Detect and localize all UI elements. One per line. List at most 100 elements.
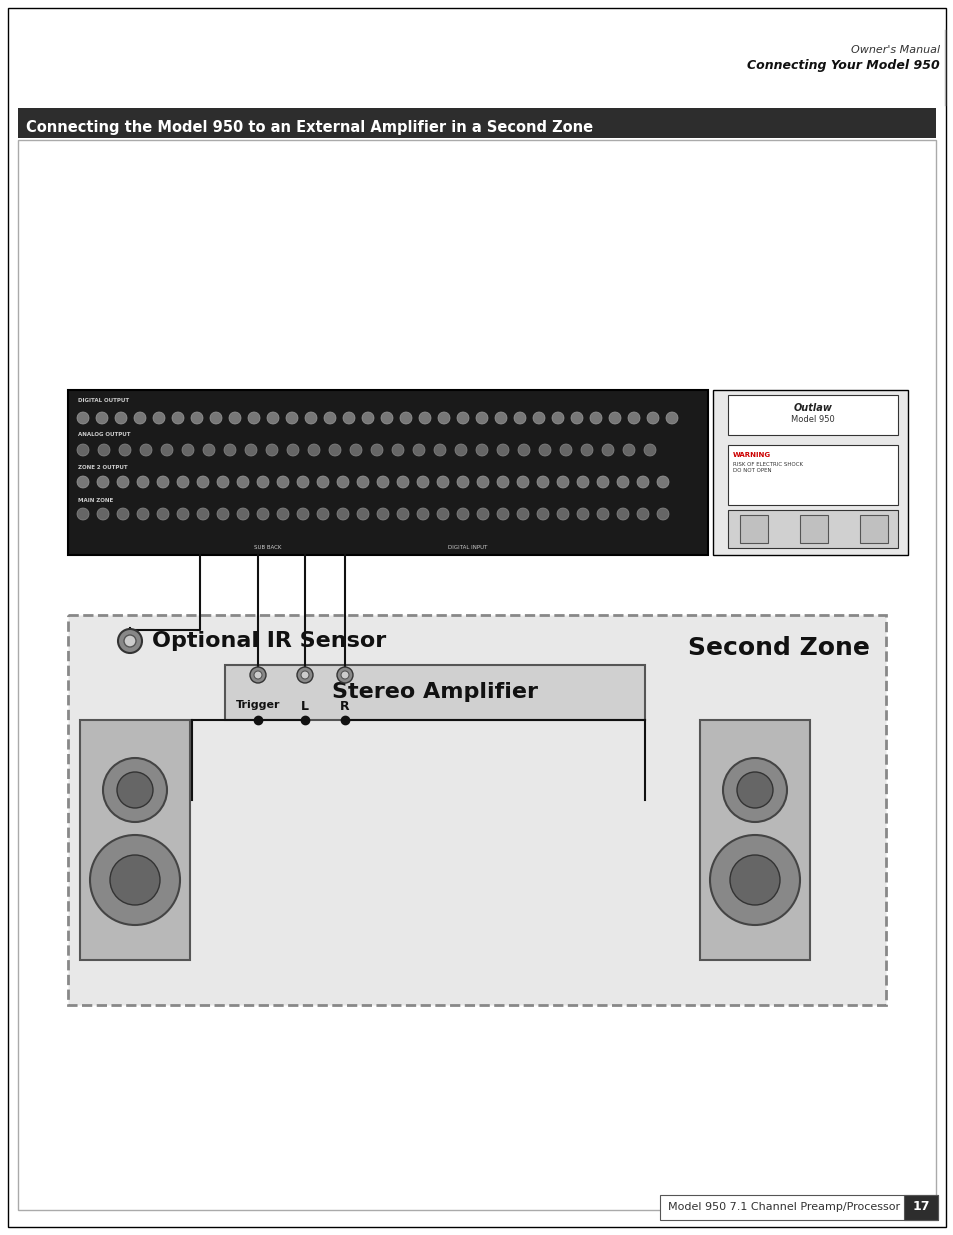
Circle shape	[597, 508, 608, 520]
Circle shape	[224, 445, 235, 456]
Circle shape	[537, 508, 548, 520]
Circle shape	[497, 445, 509, 456]
Circle shape	[434, 445, 446, 456]
Circle shape	[336, 508, 349, 520]
Circle shape	[117, 475, 129, 488]
Circle shape	[203, 445, 214, 456]
Circle shape	[157, 475, 169, 488]
Circle shape	[416, 508, 429, 520]
Circle shape	[196, 475, 209, 488]
Circle shape	[497, 475, 509, 488]
Circle shape	[456, 508, 469, 520]
Circle shape	[517, 508, 529, 520]
Bar	[18, 107, 935, 138]
Circle shape	[266, 445, 277, 456]
Circle shape	[115, 412, 127, 424]
Circle shape	[577, 508, 588, 520]
Text: Model 950 7.1 Channel Preamp/Processor: Model 950 7.1 Channel Preamp/Processor	[667, 1202, 899, 1212]
Circle shape	[456, 475, 469, 488]
Text: Trigger: Trigger	[235, 700, 280, 710]
Circle shape	[117, 772, 152, 808]
Circle shape	[77, 445, 89, 456]
Circle shape	[196, 508, 209, 520]
Circle shape	[392, 445, 403, 456]
Circle shape	[571, 412, 582, 424]
Bar	[903, 1195, 937, 1220]
Circle shape	[476, 412, 488, 424]
Circle shape	[98, 445, 110, 456]
Circle shape	[248, 412, 260, 424]
Bar	[659, 1195, 937, 1220]
Text: MAIN ZONE: MAIN ZONE	[78, 498, 113, 503]
Bar	[712, 390, 907, 555]
Circle shape	[646, 412, 659, 424]
Circle shape	[517, 475, 529, 488]
Text: ZONE 2 OUTPUT: ZONE 2 OUTPUT	[78, 466, 128, 471]
Circle shape	[589, 412, 601, 424]
Text: DIGITAL OUTPUT: DIGITAL OUTPUT	[78, 398, 129, 403]
Bar	[859, 515, 887, 543]
Circle shape	[118, 629, 142, 653]
Bar	[700, 720, 809, 960]
Circle shape	[236, 508, 249, 520]
Circle shape	[253, 671, 262, 679]
Bar	[225, 664, 644, 720]
Circle shape	[256, 508, 269, 520]
Circle shape	[296, 475, 309, 488]
Circle shape	[137, 508, 149, 520]
Circle shape	[308, 445, 319, 456]
Circle shape	[177, 508, 189, 520]
Circle shape	[305, 412, 316, 424]
Circle shape	[191, 412, 203, 424]
Circle shape	[276, 508, 289, 520]
Circle shape	[601, 445, 614, 456]
Circle shape	[177, 475, 189, 488]
Text: Model 950: Model 950	[790, 415, 834, 425]
Circle shape	[416, 475, 429, 488]
Circle shape	[229, 412, 241, 424]
Circle shape	[152, 412, 165, 424]
Circle shape	[552, 412, 563, 424]
Bar	[68, 615, 885, 1005]
Circle shape	[96, 412, 108, 424]
Circle shape	[559, 445, 572, 456]
Text: ANALOG OUTPUT: ANALOG OUTPUT	[78, 432, 131, 437]
Circle shape	[90, 835, 180, 925]
Circle shape	[316, 475, 329, 488]
Circle shape	[376, 475, 389, 488]
Circle shape	[97, 475, 109, 488]
Circle shape	[436, 508, 449, 520]
Circle shape	[350, 445, 361, 456]
Circle shape	[340, 671, 349, 679]
Circle shape	[267, 412, 278, 424]
Circle shape	[557, 475, 568, 488]
Circle shape	[172, 412, 184, 424]
Bar	[68, 390, 707, 555]
Circle shape	[476, 445, 488, 456]
Bar	[800, 515, 827, 543]
Circle shape	[737, 772, 772, 808]
Circle shape	[161, 445, 172, 456]
Bar	[80, 720, 190, 960]
Circle shape	[476, 475, 489, 488]
Circle shape	[608, 412, 620, 424]
Circle shape	[356, 508, 369, 520]
Circle shape	[133, 412, 146, 424]
Circle shape	[216, 475, 229, 488]
Circle shape	[617, 508, 628, 520]
Circle shape	[103, 758, 167, 823]
Circle shape	[343, 412, 355, 424]
Circle shape	[657, 508, 668, 520]
Circle shape	[216, 508, 229, 520]
Circle shape	[396, 508, 409, 520]
Circle shape	[497, 508, 509, 520]
Circle shape	[517, 445, 530, 456]
Circle shape	[376, 508, 389, 520]
Circle shape	[371, 445, 382, 456]
Circle shape	[637, 475, 648, 488]
Circle shape	[286, 412, 297, 424]
Text: SUB BACK: SUB BACK	[254, 545, 281, 550]
Circle shape	[137, 475, 149, 488]
Text: R: R	[340, 700, 350, 713]
Circle shape	[437, 412, 450, 424]
